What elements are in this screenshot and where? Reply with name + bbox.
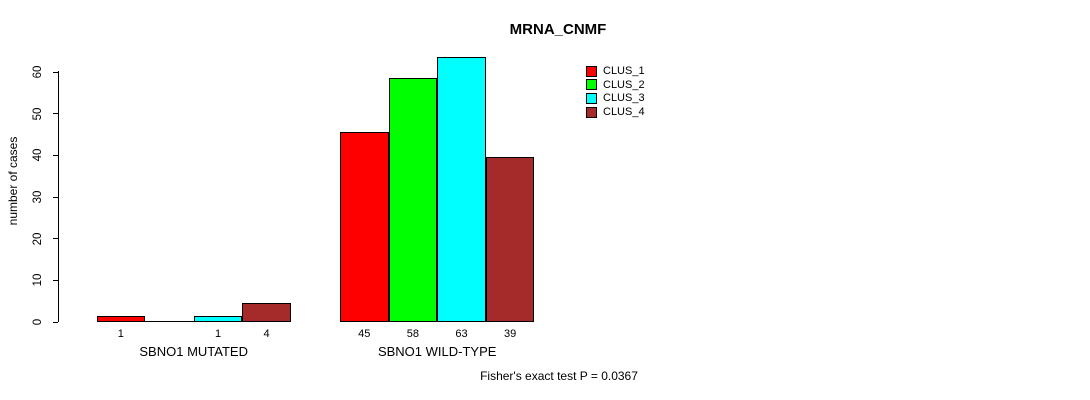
y-axis-tick-label: 10 <box>32 273 44 287</box>
legend-swatch-CLUS_3 <box>586 92 597 104</box>
bar-CLUS_3 <box>193 316 243 322</box>
legend-item: CLUS_4 <box>586 106 645 118</box>
legend-swatch-CLUS_2 <box>586 79 597 91</box>
legend-swatch-CLUS_4 <box>586 106 597 118</box>
bar-count-label: 1 <box>117 328 124 340</box>
chart-title: MRNA_CNMF <box>509 21 607 38</box>
bar-count-label: 1 <box>214 328 222 340</box>
y-axis-tick-label: 20 <box>32 232 44 246</box>
bar-CLUS_2 <box>388 78 438 322</box>
footnote-pvalue: Fisher's exact test P = 0.0367 <box>480 369 638 383</box>
bar-CLUS_2 <box>145 321 194 322</box>
bar-CLUS_1 <box>340 132 389 322</box>
legend-item: CLUS_3 <box>586 92 645 104</box>
bar-CLUS_4 <box>485 157 535 322</box>
legend-item: CLUS_1 <box>586 65 645 77</box>
bar-count-label: 63 <box>455 328 468 340</box>
y-axis-tick-label: 60 <box>32 65 44 79</box>
y-axis-line <box>58 71 59 322</box>
y-axis-tick <box>53 154 58 156</box>
bar-CLUS_4 <box>242 303 291 322</box>
bar-count-label: 39 <box>503 328 517 340</box>
bar-count-label: 58 <box>406 328 420 340</box>
y-axis-tick-label: 50 <box>32 107 44 121</box>
legend-label: CLUS_1 <box>603 65 645 77</box>
bar-CLUS_3 <box>437 57 486 322</box>
y-axis-tick-label: 0 <box>32 318 44 326</box>
y-axis-tick <box>53 279 58 281</box>
bar-count-label: 45 <box>358 328 371 340</box>
legend-item: CLUS_2 <box>586 79 645 91</box>
legend-label: CLUS_4 <box>603 106 645 119</box>
y-axis-tick <box>53 321 58 323</box>
y-axis-tick <box>53 238 58 240</box>
legend: CLUS_1 CLUS_2 CLUS_3 CLUS_4 <box>586 65 676 123</box>
y-axis-tick <box>53 196 58 198</box>
legend-label: CLUS_3 <box>603 92 645 105</box>
legend-label: CLUS_2 <box>603 78 645 91</box>
bar-count-label: 4 <box>263 328 270 340</box>
x-axis-group-label: SBNO1 WILD-TYPE <box>377 344 497 359</box>
legend-swatch-CLUS_1 <box>586 65 597 77</box>
y-axis-tick-label: 40 <box>32 148 44 162</box>
y-axis-tick <box>53 71 58 73</box>
bar-CLUS_1 <box>96 316 146 322</box>
y-axis-tick <box>53 113 58 115</box>
y-axis-tick-label: 30 <box>32 190 44 204</box>
x-axis-group-label: SBNO1 MUTATED <box>139 344 248 359</box>
